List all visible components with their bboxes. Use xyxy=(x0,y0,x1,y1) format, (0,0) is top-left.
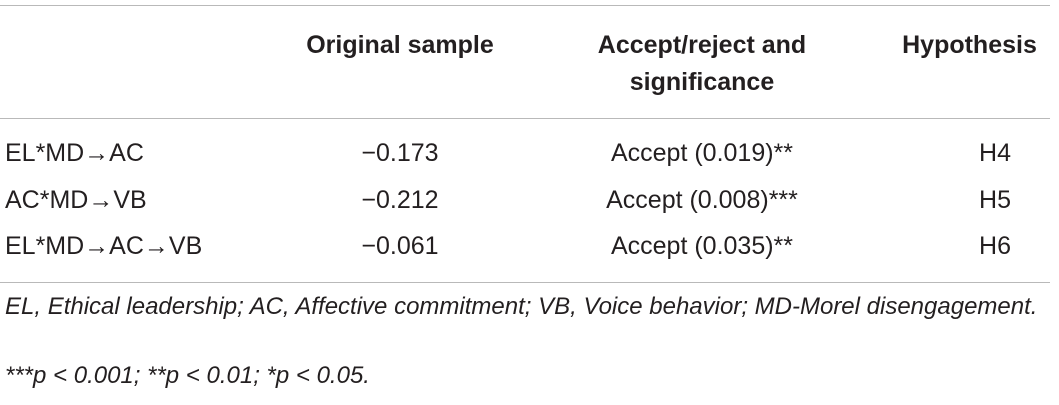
original-sample-cell: −0.173 xyxy=(361,139,439,167)
hypothesis-cell: H5 xyxy=(979,186,1011,214)
original-sample-cell: −0.061 xyxy=(361,232,439,260)
table-row: EL*MD→AC −0.173 Accept (0.019)** H4 xyxy=(0,133,1059,173)
table-row: AC*MD→VB −0.212 Accept (0.008)*** H5 xyxy=(0,180,1059,220)
result-cell: Accept (0.019)** xyxy=(610,139,794,167)
header-hypothesis: Hypothesis xyxy=(902,31,1037,59)
result-cell: Accept (0.008)*** xyxy=(606,186,798,214)
path-cell: AC*MD→VB xyxy=(5,186,147,214)
path-cell: EL*MD→AC→VB xyxy=(5,232,203,260)
table-top-rule xyxy=(0,5,1050,6)
table-row: EL*MD→AC→VB −0.061 Accept (0.035)** H6 xyxy=(0,226,1059,266)
hypothesis-cell: H4 xyxy=(979,139,1011,167)
path-cell: EL*MD→AC xyxy=(5,139,144,167)
header-accept-reject: Accept/reject and significance xyxy=(597,31,807,96)
header-original-sample: Original sample xyxy=(306,31,494,59)
abbreviations-footnote: EL, Ethical leadership; AC, Affective co… xyxy=(5,293,1038,320)
hypothesis-cell: H6 xyxy=(979,232,1011,260)
original-sample-cell: −0.212 xyxy=(361,186,439,214)
header-rule xyxy=(0,118,1050,119)
result-cell: Accept (0.035)** xyxy=(610,232,794,260)
table-bottom-rule xyxy=(0,282,1050,283)
significance-footnote: ***p < 0.001; **p < 0.01; *p < 0.05. xyxy=(5,362,370,389)
